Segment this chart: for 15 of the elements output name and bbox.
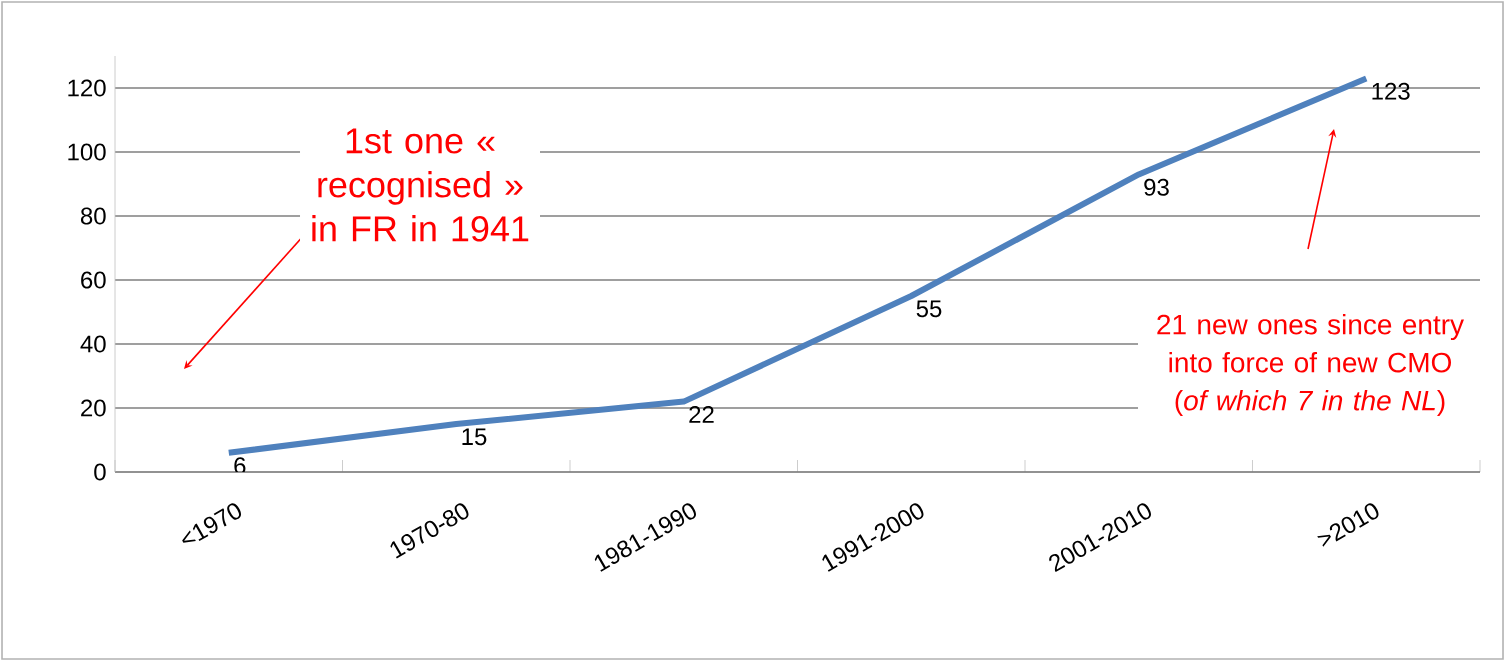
data-label: 123 bbox=[1372, 82, 1410, 100]
y-tick-label: 0 bbox=[94, 463, 106, 481]
annotation: 1st one « recognised » in FR in 1941 bbox=[312, 128, 529, 242]
data-label: 93 bbox=[1144, 178, 1169, 196]
y-tick-label: 40 bbox=[80, 335, 106, 353]
data-label: 15 bbox=[462, 428, 487, 446]
y-tick-label: 120 bbox=[68, 79, 106, 97]
y-tick-label: 100 bbox=[68, 143, 106, 161]
y-tick-label: 80 bbox=[80, 207, 106, 225]
y-tick-label: 60 bbox=[81, 271, 106, 289]
x-tick-label: <1970 bbox=[182, 503, 242, 543]
y-tick-label: 20 bbox=[81, 399, 106, 417]
data-label: 22 bbox=[689, 406, 714, 423]
data-label: 55 bbox=[916, 300, 942, 318]
annotation: 21 new ones since entry into force of new CMO (of which 7 in the NL) bbox=[1157, 313, 1464, 417]
